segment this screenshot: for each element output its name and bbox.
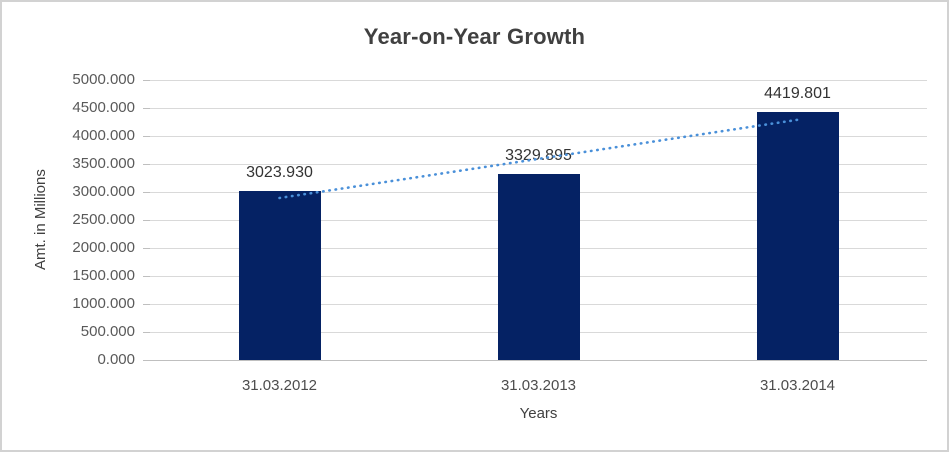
y-tick-label: 5000.000 xyxy=(72,71,135,88)
y-tick-label: 500.000 xyxy=(80,323,135,340)
y-axis-tick xyxy=(143,80,150,81)
bar-value-label: 3023.930 xyxy=(246,163,313,181)
bar-value-label: 3329.895 xyxy=(505,146,572,164)
y-tick-label: 1000.000 xyxy=(72,295,135,312)
bar-31.03.2014 xyxy=(756,112,839,360)
bar-value-label: 4419.801 xyxy=(764,85,831,103)
gridline xyxy=(150,80,927,81)
x-category-label: 31.03.2012 xyxy=(241,377,318,394)
y-tick-label: 3000.000 xyxy=(72,183,135,200)
bar-31.03.2013 xyxy=(497,173,580,360)
y-axis-tick xyxy=(143,276,150,277)
x-axis-line xyxy=(150,360,927,361)
y-tick-label: 0.000 xyxy=(97,351,135,368)
y-axis-tick xyxy=(143,332,150,333)
y-axis-tick xyxy=(143,136,150,137)
y-axis-tick xyxy=(143,220,150,221)
x-axis-title: Years xyxy=(519,405,558,422)
y-axis-tick xyxy=(143,248,150,249)
y-tick-label: 4500.000 xyxy=(72,99,135,116)
gridline xyxy=(150,108,927,109)
y-axis-tick xyxy=(143,164,150,165)
bar-31.03.2012 xyxy=(238,190,321,360)
y-axis-tick xyxy=(143,108,150,109)
x-category-label: 31.03.2013 xyxy=(500,377,577,394)
y-tick-label: 4000.000 xyxy=(72,127,135,144)
y-tick-label: 2500.000 xyxy=(72,211,135,228)
y-tick-label: 1500.000 xyxy=(72,267,135,284)
y-tick-label: 3500.000 xyxy=(72,155,135,172)
y-axis-tick xyxy=(143,192,150,193)
y-axis-tick xyxy=(143,360,150,361)
y-axis-tick xyxy=(143,304,150,305)
x-category-label: 31.03.2014 xyxy=(759,377,836,394)
chart-title: Year-on-Year Growth xyxy=(363,24,586,49)
y-tick-label: 2000.000 xyxy=(72,239,135,256)
